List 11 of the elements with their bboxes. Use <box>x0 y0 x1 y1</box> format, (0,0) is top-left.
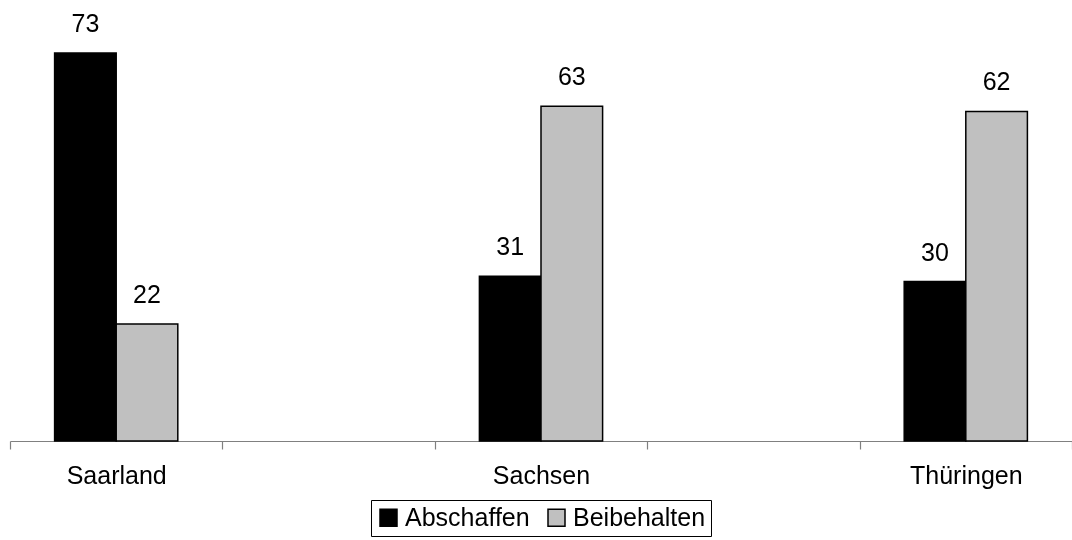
legend-label: Beibehalten <box>573 502 706 531</box>
data-label: 22 <box>133 280 161 309</box>
x-tick-label: Sachsen <box>492 460 591 489</box>
data-label: 73 <box>71 9 100 37</box>
data-label: 63 <box>557 62 586 91</box>
x-tick-label: Thüringen <box>910 460 1023 489</box>
x-tick-label: Saarland <box>66 460 167 489</box>
legend-label: Abschaffen <box>405 502 530 531</box>
data-label: 30 <box>921 237 949 266</box>
data-label: 31 <box>496 232 525 261</box>
data-label: 62 <box>982 67 1011 96</box>
